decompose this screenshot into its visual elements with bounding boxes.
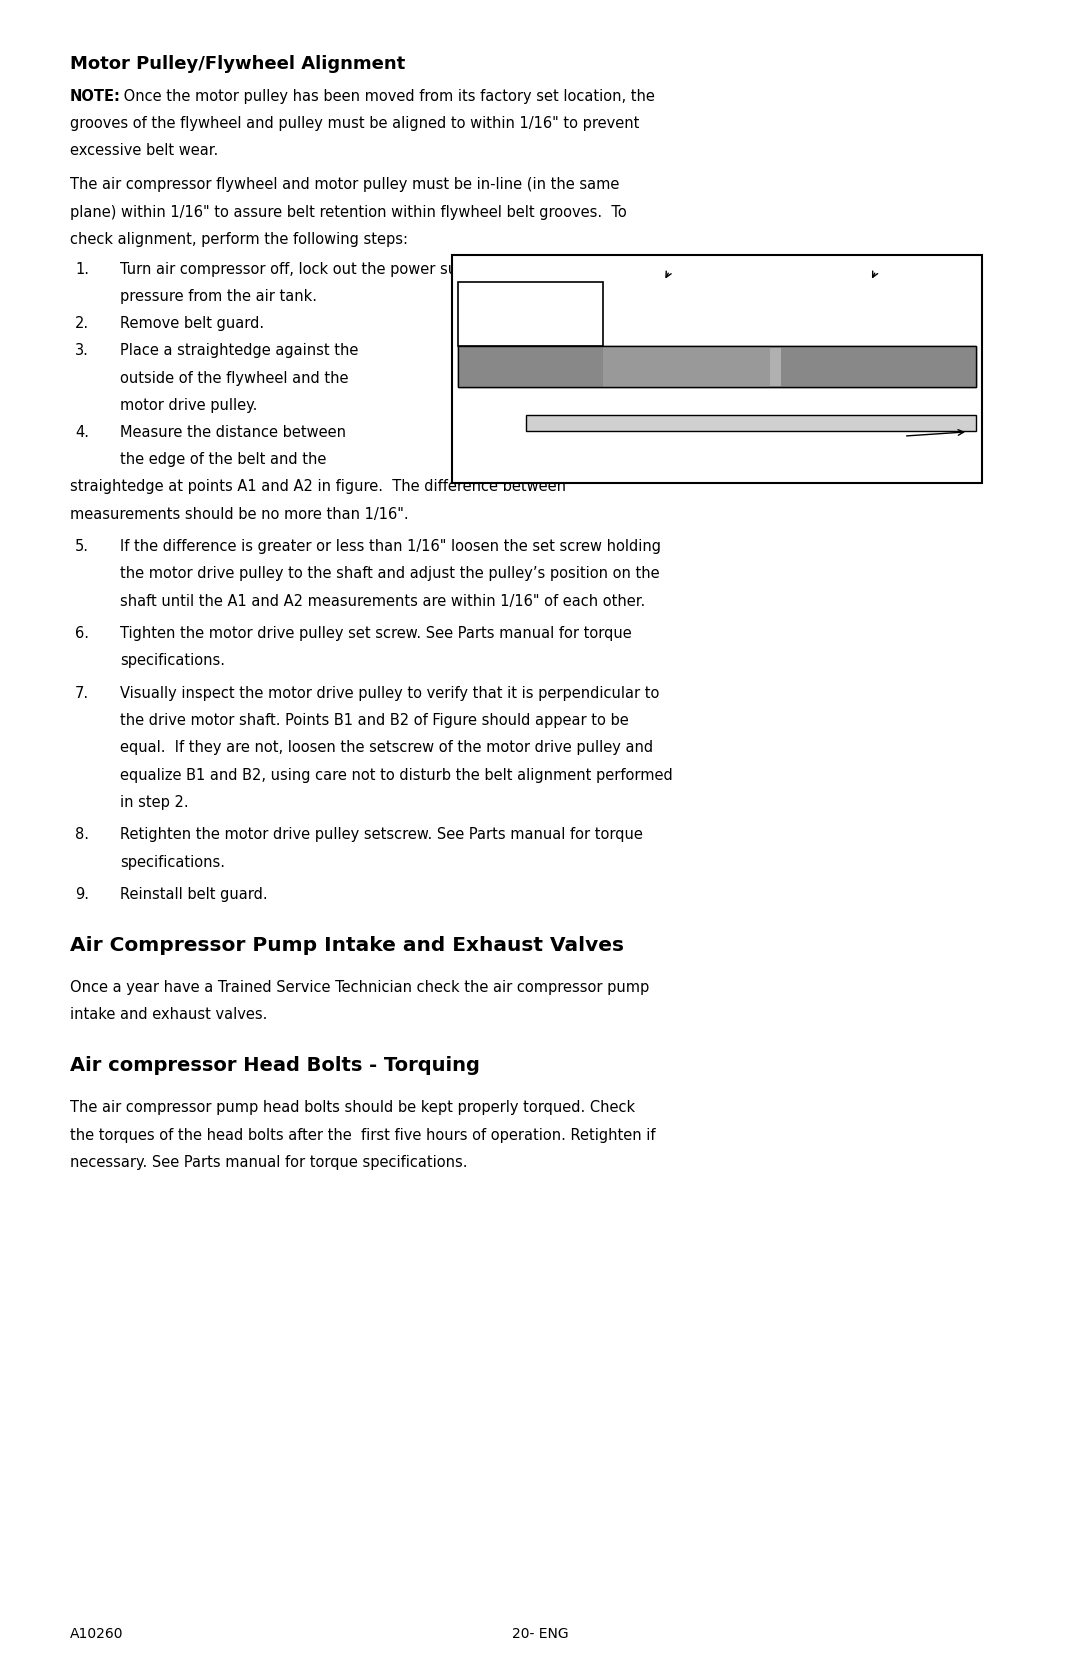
Text: EDGE: EDGE (890, 439, 926, 452)
Text: Turn air compressor off, lock out the power supply, and relieve all air: Turn air compressor off, lock out the po… (120, 262, 625, 277)
Text: 3.: 3. (75, 344, 89, 359)
Text: The air compressor pump head bolts should be kept properly torqued. Check: The air compressor pump head bolts shoul… (70, 1100, 635, 1115)
Text: equal.  If they are not, loosen the setscrew of the motor drive pulley and: equal. If they are not, loosen the setsc… (120, 741, 653, 756)
Text: measurements should be no more than 1/16".: measurements should be no more than 1/16… (70, 506, 408, 521)
Text: 20- ENG: 20- ENG (512, 1627, 568, 1641)
Text: straightedge at points A1 and A2 in figure.  The difference between: straightedge at points A1 and A2 in figu… (70, 479, 566, 494)
Text: A1= A2 (MEASURED): A1= A2 (MEASURED) (610, 421, 740, 431)
Text: Air Compressor Pump Intake and Exhaust Valves: Air Compressor Pump Intake and Exhaust V… (70, 936, 624, 955)
Text: FLYWHEEL: FLYWHEEL (498, 309, 563, 319)
Text: specifications.: specifications. (120, 653, 225, 668)
Bar (526, 416, 976, 431)
Text: grooves of the flywheel and pulley must be aligned to within 1/16" to prevent: grooves of the flywheel and pulley must … (70, 117, 639, 132)
Text: specifications.: specifications. (120, 855, 225, 870)
Text: 5.: 5. (75, 539, 89, 554)
Text: Motor Pulley/Flywheel Alignment: Motor Pulley/Flywheel Alignment (70, 55, 405, 73)
Text: A10260: A10260 (70, 1627, 123, 1641)
Text: Once the motor pulley has been moved from its factory set location, the: Once the motor pulley has been moved fro… (119, 88, 654, 103)
Text: A1: A1 (551, 389, 565, 399)
Text: the drive motor shaft. Points B1 and B2 of Figure should appear to be: the drive motor shaft. Points B1 and B2 … (120, 713, 629, 728)
Text: the edge of the belt and the: the edge of the belt and the (120, 452, 326, 467)
Text: B1: B1 (784, 389, 798, 399)
Text: 4.: 4. (75, 426, 89, 441)
Text: shaft until the A1 and A2 measurements are within 1/16" of each other.: shaft until the A1 and A2 measurements a… (120, 594, 645, 609)
Text: outside of the flywheel and the: outside of the flywheel and the (120, 371, 349, 386)
Text: Retighten the motor drive pulley setscrew. See Parts manual for torque: Retighten the motor drive pulley setscre… (120, 828, 643, 843)
Bar (458, 345, 603, 387)
Bar (453, 255, 982, 484)
Text: equalize B1 and B2, using care not to disturb the belt alignment performed: equalize B1 and B2, using care not to di… (120, 768, 673, 783)
Bar (458, 345, 976, 387)
Text: 7.: 7. (75, 686, 90, 701)
Text: Air compressor Head Bolts - Torquing: Air compressor Head Bolts - Torquing (70, 1056, 480, 1075)
Text: Reinstall belt guard.: Reinstall belt guard. (120, 888, 268, 903)
Text: excessive belt wear.: excessive belt wear. (70, 144, 218, 159)
Text: Remove belt guard.: Remove belt guard. (120, 315, 265, 330)
Text: Measure the distance between: Measure the distance between (120, 426, 346, 441)
Text: 8.: 8. (75, 828, 89, 843)
Text: NOTE:: NOTE: (70, 88, 121, 103)
Text: the motor drive pulley to the shaft and adjust the pulley’s position on the: the motor drive pulley to the shaft and … (120, 566, 660, 581)
Text: motor drive pulley.: motor drive pulley. (120, 397, 257, 412)
Text: Tighten the motor drive pulley set screw. See Parts manual for torque: Tighten the motor drive pulley set screw… (120, 626, 632, 641)
Text: necessary. See Parts manual for torque specifications.: necessary. See Parts manual for torque s… (70, 1155, 468, 1170)
Text: Visually inspect the motor drive pulley to verify that it is perpendicular to: Visually inspect the motor drive pulley … (120, 686, 660, 701)
Text: STRAIGHT: STRAIGHT (875, 427, 942, 441)
Text: 1.: 1. (75, 262, 89, 277)
Text: 9.: 9. (75, 888, 89, 903)
Text: intake and exhaust valves.: intake and exhaust valves. (70, 1008, 268, 1023)
Bar (781, 345, 976, 387)
Text: BELT: BELT (659, 262, 690, 275)
Text: pressure from the air tank.: pressure from the air tank. (120, 289, 318, 304)
Text: If the difference is greater or less than 1/16" loosen the set screw holding: If the difference is greater or less tha… (120, 539, 661, 554)
Text: the torques of the head bolts after the  first five hours of operation. Retighte: the torques of the head bolts after the … (70, 1128, 656, 1143)
Text: check alignment, perform the following steps:: check alignment, perform the following s… (70, 232, 408, 247)
Text: 2.: 2. (75, 315, 90, 330)
Text: B2: B2 (855, 389, 870, 399)
Text: plane) within 1/16" to assure belt retention within flywheel belt grooves.  To: plane) within 1/16" to assure belt reten… (70, 205, 626, 220)
Text: The air compressor flywheel and motor pulley must be in-line (in the same: The air compressor flywheel and motor pu… (70, 177, 619, 192)
Text: Once a year have a Trained Service Technician check the air compressor pump: Once a year have a Trained Service Techn… (70, 980, 649, 995)
Text: in step 2.: in step 2. (120, 794, 189, 809)
Text: 6.: 6. (75, 626, 89, 641)
Text: Place a straightedge against the: Place a straightedge against the (120, 344, 359, 359)
Bar (458, 282, 603, 345)
Text: MOTOR PULLEY: MOTOR PULLEY (825, 262, 928, 275)
Bar (458, 345, 976, 387)
Text: A2: A2 (731, 389, 745, 399)
Bar (603, 345, 770, 387)
Text: B1= B2 (VISUAL): B1= B2 (VISUAL) (622, 434, 727, 444)
